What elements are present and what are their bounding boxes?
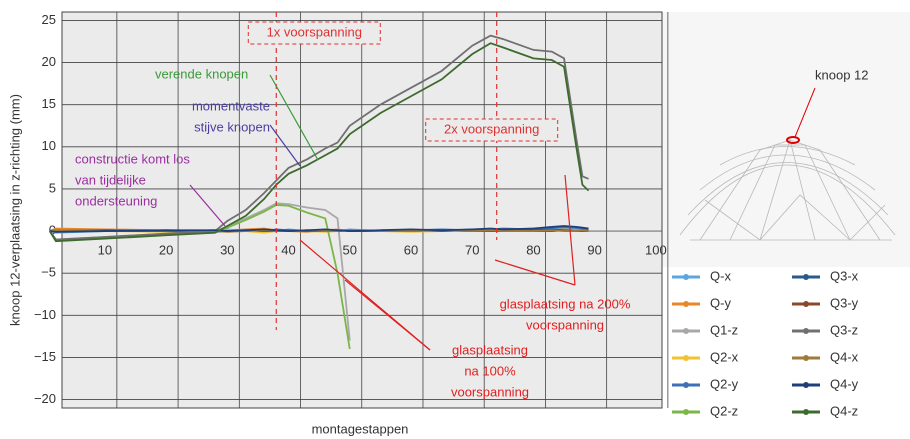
annotation-text: ondersteuning — [75, 193, 157, 208]
annotation-text: voorspanning — [526, 317, 604, 332]
marker-label: 2x voorspanning — [444, 121, 539, 136]
x-tick-label: 100 — [645, 243, 667, 258]
annotation-text: van tijdelijke — [75, 172, 146, 187]
annotation-text: na 100% — [464, 363, 516, 378]
legend-dot — [683, 301, 689, 307]
annotation-text: momentvaste — [192, 98, 270, 113]
x-tick-label: 20 — [159, 243, 173, 258]
legend-label: Q3-y — [830, 295, 859, 310]
x-tick-label: 10 — [98, 243, 112, 258]
chart: knoop 12 montagestappen knoop 12-verplaa… — [0, 0, 910, 439]
inset-label: knoop 12 — [815, 67, 869, 82]
y-tick-label: −10 — [34, 307, 56, 322]
annotation-text: verende knopen — [155, 66, 248, 81]
legend-label: Q4-x — [830, 349, 859, 364]
y-tick-label: 25 — [42, 12, 56, 27]
annotation-text: voorspanning — [451, 384, 529, 399]
x-tick-label: 40 — [281, 243, 295, 258]
legend-label: Q-y — [710, 295, 731, 310]
legend-dot — [803, 409, 809, 415]
legend-label: Q2-z — [710, 403, 738, 418]
y-tick-label: 10 — [42, 138, 56, 153]
legend-label: Q2-y — [710, 376, 739, 391]
x-tick-label: 70 — [465, 243, 479, 258]
marker-label: 1x voorspanning — [267, 24, 362, 39]
dome-inset — [662, 12, 910, 267]
legend-label: Q4-z — [830, 403, 858, 418]
legend-dot — [803, 382, 809, 388]
legend-label: Q2-x — [710, 349, 739, 364]
annotation-text: constructie komt los — [75, 151, 190, 166]
y-tick-label: −15 — [34, 349, 56, 364]
legend-dot — [803, 274, 809, 280]
x-tick-label: 90 — [587, 243, 601, 258]
y-tick-label: 15 — [42, 96, 56, 111]
x-tick-label: 80 — [526, 243, 540, 258]
legend-label: Q3-x — [830, 268, 859, 283]
x-axis-label: montagestappen — [312, 421, 409, 436]
legend-dot — [803, 328, 809, 334]
legend-label: Q4-y — [830, 376, 859, 391]
y-tick-label: 5 — [49, 180, 56, 195]
legend-dot — [683, 274, 689, 280]
legend-label: Q3-z — [830, 322, 858, 337]
legend-dot — [683, 328, 689, 334]
y-tick-label: −5 — [41, 265, 56, 280]
annotation-text: glasplaatsing — [452, 342, 528, 357]
y-tick-label: 20 — [42, 54, 56, 69]
x-tick-label: 30 — [220, 243, 234, 258]
legend-dot — [683, 382, 689, 388]
legend-label: Q-x — [710, 268, 731, 283]
y-axis-label: knoop 12-verplaatsing in z-richting (mm) — [7, 94, 22, 326]
x-tick-label: 60 — [404, 243, 418, 258]
annotation-text: stijve knopen — [194, 119, 270, 134]
legend-dot — [683, 409, 689, 415]
legend-dot — [803, 355, 809, 361]
y-tick-label: −20 — [34, 391, 56, 406]
x-tick-label: 50 — [343, 243, 357, 258]
legend-label: Q1-z — [710, 322, 738, 337]
legend-dot — [803, 301, 809, 307]
annotation-text: glasplaatsing na 200% — [500, 296, 631, 311]
legend-dot — [683, 355, 689, 361]
